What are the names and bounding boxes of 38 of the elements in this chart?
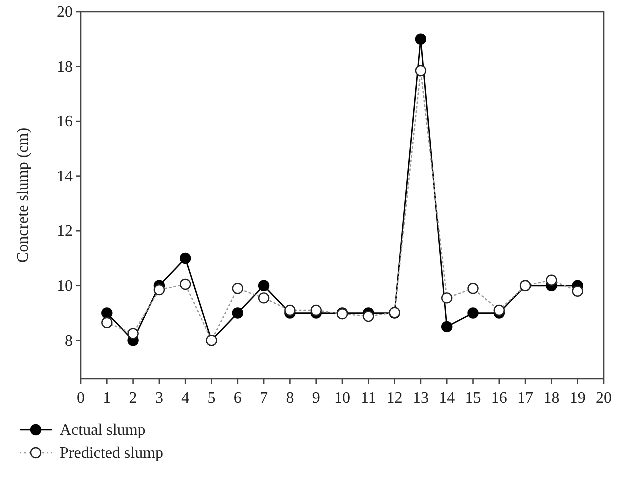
x-tick-label: 9: [312, 390, 320, 407]
x-tick-label: 20: [596, 390, 612, 407]
legend-label: Predicted slump: [60, 445, 164, 462]
legend-label: Actual slump: [60, 422, 146, 439]
y-tick-label: 10: [57, 278, 73, 295]
y-tick-label: 8: [65, 332, 73, 350]
x-tick-label: 3: [155, 390, 164, 407]
x-tick-label: 17: [518, 390, 534, 407]
y-tick-label: 18: [57, 58, 73, 76]
x-tick-label: 12: [386, 390, 403, 407]
x-tick-label: 6: [234, 390, 242, 407]
point: [468, 308, 479, 319]
x-tick-label: 11: [360, 390, 376, 407]
x-tick-label: 5: [208, 390, 216, 407]
point: [258, 280, 270, 292]
x-tick-label: 16: [491, 390, 508, 407]
y-tick-label: 20: [57, 4, 73, 22]
x-tick-label: 0: [77, 390, 85, 407]
x-tick-label: 15: [465, 390, 482, 407]
y-tick-label: 14: [57, 168, 73, 186]
x-tick-label: 8: [286, 390, 294, 407]
point: [102, 308, 113, 319]
y-tick-label: 12: [57, 223, 73, 240]
x-tick-label: 13: [412, 390, 429, 407]
x-tick-label: 18: [544, 390, 560, 407]
x-tick-label: 2: [129, 390, 138, 407]
x-tick-label: 1: [103, 390, 112, 407]
point: [415, 34, 427, 45]
point: [442, 321, 453, 333]
y-axis-title: Concrete slump (cm): [15, 128, 32, 264]
x-tick-label: 4: [182, 390, 190, 407]
y-tick-label: 16: [57, 114, 73, 131]
x-tick-label: 10: [334, 390, 350, 407]
point: [232, 308, 244, 319]
point: [180, 252, 192, 264]
x-tick-label: 7: [260, 390, 268, 407]
x-tick-label: 14: [439, 390, 456, 407]
x-tick-label: 19: [570, 390, 586, 407]
